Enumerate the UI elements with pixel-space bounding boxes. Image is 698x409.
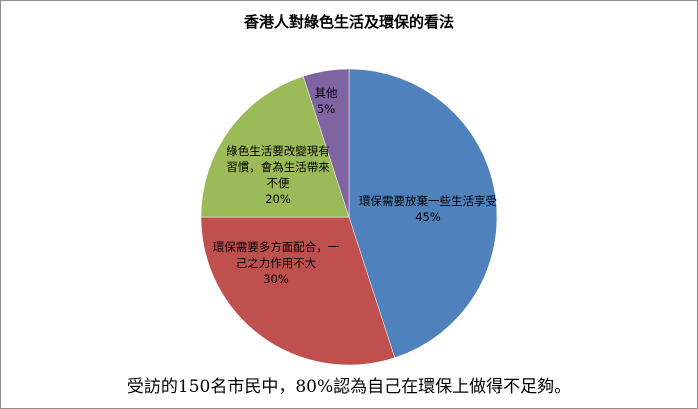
slice-label: 環保需要放棄一些生活享受 45% (353, 193, 503, 225)
category-label: 其他 (314, 86, 338, 100)
annotation: 受訪的150名市民中，80%認為自己在環保上做得不足夠。 (126, 377, 572, 397)
slice-label: 綠色生活要改變現有習慣，會為生活帶來不便 20% (223, 143, 333, 207)
value-label: 20% (265, 192, 291, 206)
slice-label: 環保需要多方面配合，一己之力作用不大 30% (211, 239, 341, 287)
value-label: 5% (316, 102, 336, 116)
value-label: 30% (263, 272, 289, 286)
value-label: 45% (415, 210, 441, 224)
pie-slice (348, 68, 498, 359)
chart-title: 香港人對綠色生活及環保的看法 (243, 13, 454, 31)
pie-slice (200, 216, 396, 366)
category-label: 環保需要放棄一些生活享受 (359, 194, 497, 208)
category-label: 綠色生活要改變現有習慣，會為生活帶來不便 (226, 144, 330, 190)
pie-slice (302, 68, 350, 218)
pie-slice (200, 75, 350, 218)
category-label: 環保需要多方面配合，一己之力作用不大 (212, 240, 340, 270)
slice-label: 其他 5% (306, 85, 346, 117)
